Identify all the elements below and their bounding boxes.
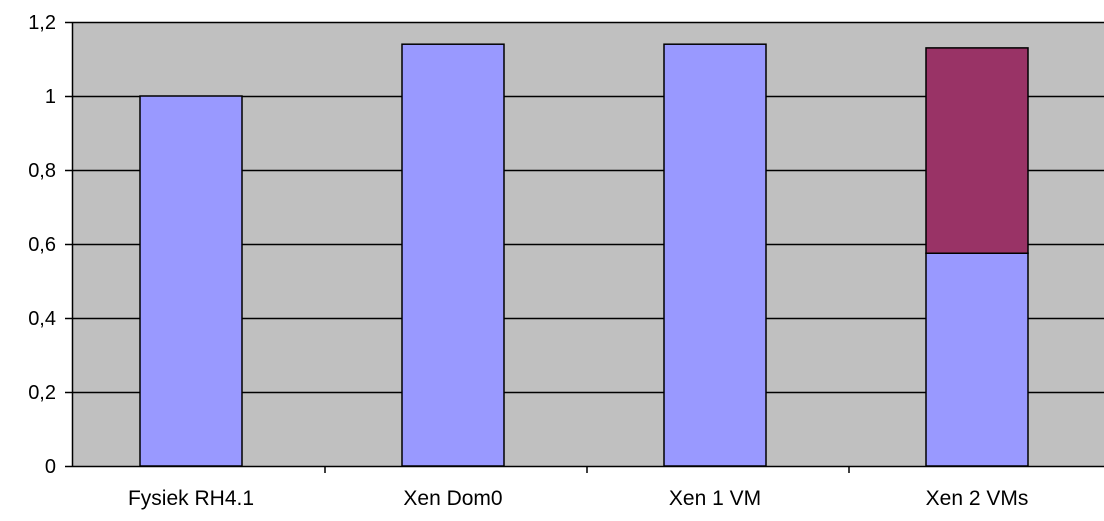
bars xyxy=(139,43,1029,467)
y-tick-label: 0,6 xyxy=(28,234,56,256)
x-category-label: Xen 1 VM xyxy=(669,487,761,510)
bar-segment xyxy=(663,43,767,467)
y-tick-label: 0,4 xyxy=(28,308,56,330)
y-tick-labels: 0 0,2 0,4 0,6 0,8 1 1,2 xyxy=(28,12,56,478)
bar-segment xyxy=(925,252,1029,467)
y-tick-label: 1 xyxy=(45,86,56,108)
y-tick-label: 1,2 xyxy=(28,12,56,34)
bar-segment xyxy=(139,95,243,467)
x-category-label: Xen 2 VMs xyxy=(926,487,1029,510)
gridlines xyxy=(72,21,1104,394)
x-category-labels: Fysiek RH4.1 Xen Dom0 Xen 1 VM Xen 2 VMs xyxy=(128,487,1028,510)
bar-segment xyxy=(925,47,1029,255)
y-tick-label: 0 xyxy=(45,456,56,478)
x-category-label: Fysiek RH4.1 xyxy=(128,487,254,510)
y-tick-label: 0,8 xyxy=(28,160,56,182)
y-tick-label: 0,2 xyxy=(28,382,56,404)
bar-segment xyxy=(401,43,505,467)
axes xyxy=(65,21,1104,473)
x-category-label: Xen Dom0 xyxy=(403,487,502,510)
